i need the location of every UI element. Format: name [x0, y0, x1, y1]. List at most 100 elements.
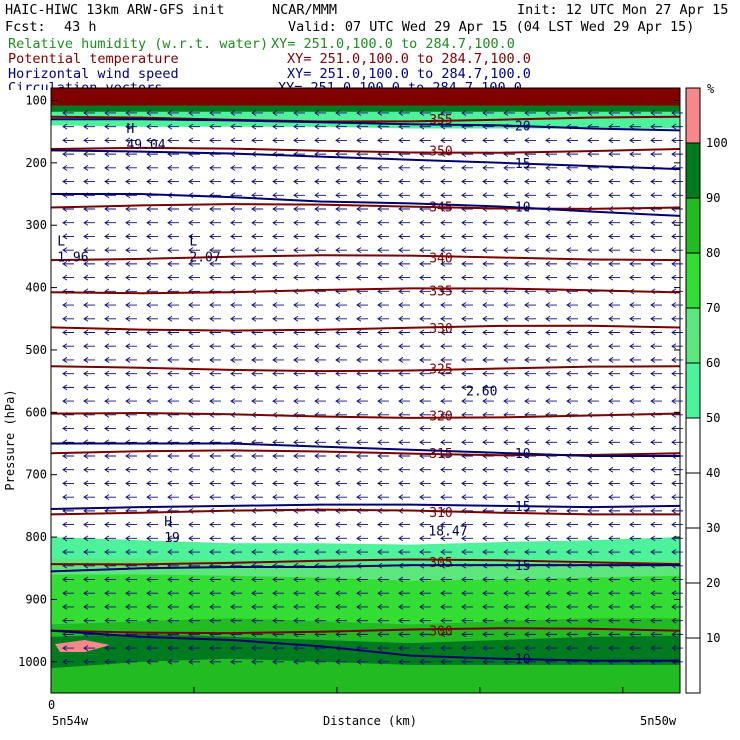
circulation-vector [566, 137, 578, 144]
circulation-vector [524, 233, 536, 240]
circulation-vector [398, 274, 410, 281]
circulation-vector [566, 274, 578, 281]
circulation-vector [335, 151, 347, 157]
circulation-vector [377, 315, 389, 322]
circulation-vector [440, 329, 452, 336]
circulation-vector [398, 604, 410, 610]
circulation-vector [335, 357, 347, 363]
circulation-vector [440, 370, 452, 377]
circulation-vector [83, 494, 95, 501]
circulation-vector [146, 645, 158, 651]
circulation-vector [608, 302, 620, 308]
circulation-vector [587, 645, 599, 651]
circulation-vector [125, 480, 137, 487]
circulation-vector [83, 384, 95, 391]
circulation-vector [419, 494, 431, 501]
circulation-vector [314, 261, 326, 267]
circulation-vector [377, 357, 389, 363]
circulation-vector [251, 425, 263, 432]
circulation-vector [314, 123, 326, 130]
extremum-value: 1.96 [57, 250, 88, 265]
circulation-vector [188, 658, 200, 665]
circulation-vector [587, 466, 599, 473]
circulation-vector [440, 631, 452, 638]
circulation-vector [188, 604, 200, 610]
circulation-vector [356, 439, 368, 446]
circulation-vector [440, 233, 452, 240]
circulation-vector [209, 164, 221, 171]
circulation-vector [125, 178, 137, 185]
circulation-vector [503, 288, 515, 295]
circulation-vector [62, 123, 74, 130]
circulation-vector [377, 384, 389, 391]
circulation-vector [377, 425, 389, 432]
circulation-vector [167, 466, 179, 473]
circulation-vector [671, 274, 683, 281]
circulation-vector [440, 590, 452, 597]
circulation-vector [377, 576, 389, 583]
circulation-vector [209, 357, 221, 363]
circulation-vector [587, 233, 599, 240]
circulation-vector [104, 137, 116, 144]
circulation-vector [146, 466, 158, 473]
circulation-vector [608, 151, 620, 157]
circulation-vector [272, 494, 284, 501]
circulation-vector [503, 398, 515, 404]
circulation-vector [104, 576, 116, 583]
circulation-vector [230, 206, 242, 212]
colorbar-tick-label: 100 [706, 136, 728, 150]
circulation-vector [377, 261, 389, 267]
circulation-vector [230, 315, 242, 322]
circulation-vector [356, 466, 368, 473]
circulation-vector [419, 439, 431, 446]
circulation-vector [545, 247, 557, 254]
circulation-vector [335, 261, 347, 267]
circulation-vector [524, 178, 536, 185]
circulation-vector [524, 357, 536, 363]
circulation-vector [314, 329, 326, 336]
circulation-vector [104, 343, 116, 350]
circulation-vector [314, 302, 326, 308]
circulation-vector [671, 576, 683, 583]
circulation-vector [377, 110, 389, 116]
circulation-vector [524, 398, 536, 404]
circulation-vector [587, 247, 599, 254]
circulation-vector [629, 219, 641, 226]
circulation-vector [629, 123, 641, 130]
circulation-vector [125, 206, 137, 212]
circulation-vector [125, 604, 137, 610]
circulation-vector [146, 247, 158, 254]
circulation-vector [440, 480, 452, 487]
circulation-vector [356, 110, 368, 116]
circulation-vector [314, 439, 326, 446]
circulation-vector [671, 398, 683, 404]
circulation-vector [167, 206, 179, 212]
circulation-vector [188, 219, 200, 226]
circulation-vector [62, 219, 74, 226]
circulation-vector [608, 617, 620, 624]
wind-contour-label: 20 [515, 119, 531, 134]
circulation-vector [167, 384, 179, 391]
circulation-vector [524, 535, 536, 542]
circulation-vector [419, 549, 431, 555]
circulation-vector [272, 645, 284, 651]
circulation-vector [482, 645, 494, 651]
circulation-vector [83, 535, 95, 542]
circulation-vector [461, 604, 473, 610]
circulation-vector [62, 617, 74, 624]
circulation-vector [104, 357, 116, 363]
circulation-vector [398, 631, 410, 638]
circulation-vector [314, 384, 326, 391]
circulation-vector [188, 357, 200, 363]
circulation-vector [377, 329, 389, 336]
circulation-vector [62, 590, 74, 597]
circulation-vector [314, 494, 326, 501]
circulation-vector [524, 466, 536, 473]
circulation-vector [650, 631, 662, 638]
circulation-vector [146, 535, 158, 542]
circulation-vector [377, 164, 389, 171]
circulation-vector [335, 370, 347, 377]
circulation-vector [188, 425, 200, 432]
circulation-vector [545, 439, 557, 446]
theta-contour-line [50, 146, 681, 154]
